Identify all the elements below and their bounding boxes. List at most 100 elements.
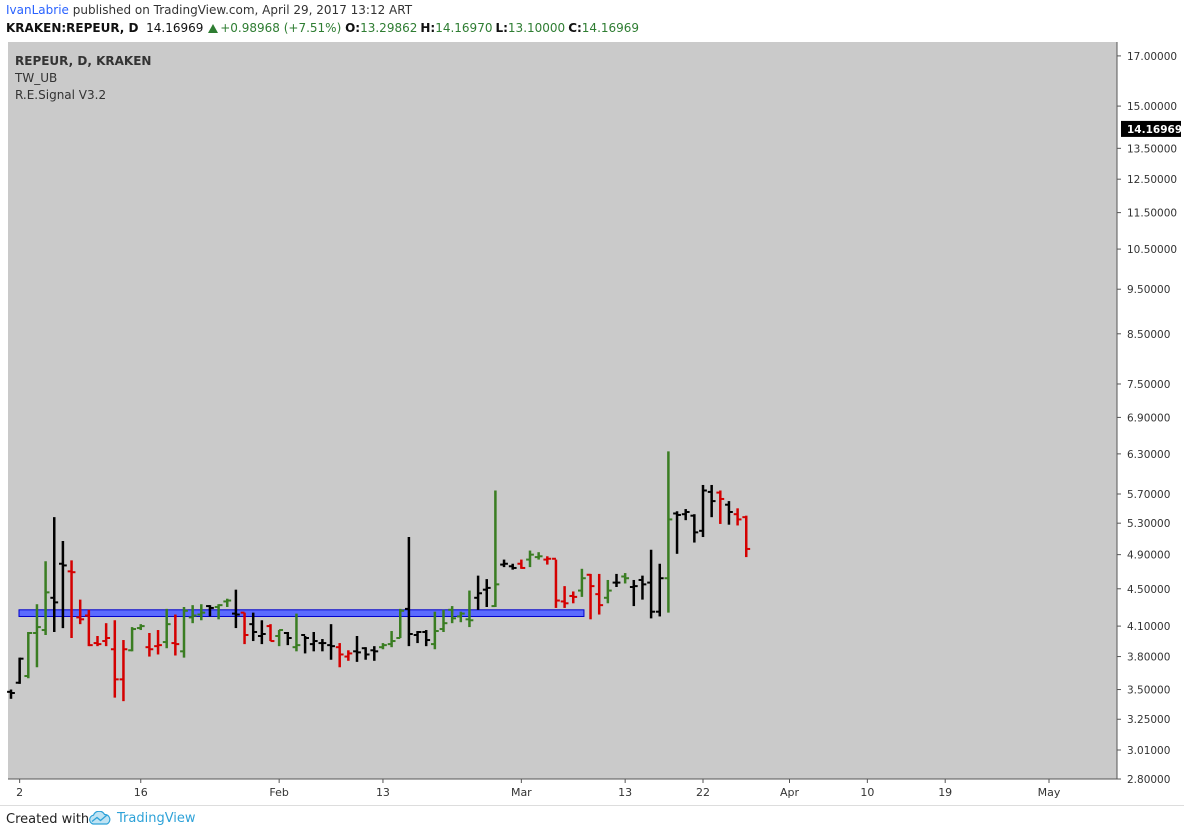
ohlc-bar: [569, 591, 578, 604]
ohlc-bar: [292, 613, 301, 652]
open-value: 13.29862: [360, 21, 418, 35]
ohlc-bar: [257, 620, 266, 645]
ohlc-bar: [690, 514, 699, 543]
ohlc-bar: [283, 632, 292, 646]
ohlc-bar: [50, 517, 59, 633]
x-tick-label: 19: [938, 786, 952, 799]
ohlc-bar: [240, 611, 249, 645]
ohlc-bar: [309, 632, 318, 652]
ohlc-bar: [638, 575, 647, 600]
publish-line: IvanLabrie published on TradingView.com,…: [6, 3, 412, 17]
ohlc-bar: [439, 609, 448, 633]
y-tick-label: 5.30000: [1127, 518, 1170, 530]
ohlc-bar: [59, 540, 67, 629]
x-tick-label: Apr: [780, 786, 800, 799]
ohlc-bar: [612, 573, 621, 588]
ohlc-bar: [154, 630, 162, 655]
ohlc-bar: [586, 573, 595, 620]
tradingview-cloud-icon: [89, 810, 111, 825]
ohlc-bar: [76, 599, 85, 625]
ohlc-bar: [552, 557, 560, 608]
ohlc-bar: [405, 537, 413, 647]
x-tick-label: Feb: [269, 786, 288, 799]
ohlc-bar: [482, 579, 491, 608]
ohlc-bar: [560, 586, 569, 608]
x-tick-label: May: [1038, 786, 1061, 799]
ohlc-bar: [629, 579, 638, 607]
ohlc-bar: [474, 575, 482, 610]
y-tick-label: 3.25000: [1127, 714, 1170, 726]
brand-label: TradingView: [117, 811, 196, 826]
ohlc-bar: [647, 549, 655, 619]
last-price-tag: [1121, 120, 1181, 137]
ohlc-bar: [93, 636, 102, 647]
ohlc-bar: [301, 634, 309, 654]
chart-legend: REPEUR, D, KRAKEN TW_UB R.E.Signal V3.2: [15, 53, 151, 104]
ohlc-bar: [188, 605, 197, 624]
ohlc-bar: [335, 643, 344, 668]
y-tick-label: 7.50000: [1127, 379, 1170, 391]
ohlc-bar: [15, 657, 24, 684]
ohlc-bar: [223, 598, 232, 608]
low-label: L:: [495, 21, 508, 35]
x-tick-label: 2: [16, 786, 23, 799]
y-tick-label: 2.80000: [1127, 774, 1170, 786]
ohlc-bar: [603, 579, 612, 604]
published-text: published on TradingView.com, April 29, …: [72, 3, 413, 17]
legend-indicator-resignal[interactable]: R.E.Signal V3.2: [15, 88, 107, 102]
ohlc-bar: [353, 636, 361, 662]
ohlc-bar: [24, 632, 33, 679]
ohlc-bar: [664, 451, 673, 613]
header-bar: IvanLabrie published on TradingView.com,…: [0, 0, 1184, 42]
ohlc-bar: [119, 640, 128, 702]
ohlc-bar: [128, 627, 136, 652]
symbol-line: KRAKEN:REPEUR, D: [6, 21, 139, 35]
ohlc-bar: [456, 611, 465, 623]
x-tick-label: 13: [376, 786, 390, 799]
ohlc-bar: [206, 605, 214, 617]
ohlc-line: KRAKEN:REPEUR, D 14.16969 +0.98968 (+7.5…: [6, 21, 642, 35]
y-tick-label: 15.00000: [1127, 101, 1177, 113]
ohlc-bar: [534, 552, 543, 560]
ohlc-bar: [707, 484, 716, 518]
ohlc-bar: [318, 639, 327, 652]
y-tick-label: 12.50000: [1127, 174, 1177, 186]
price-chart[interactable]: 17.00000 15.00000 13.50000 12.50000 11.50000…: [0, 42, 1184, 805]
x-tick-label: 13: [618, 786, 632, 799]
ohlc-bar: [422, 630, 431, 647]
ohlc-bar: [214, 604, 223, 620]
tradingview-brand-link[interactable]: TradingView: [88, 810, 196, 826]
ohlc-bar: [716, 490, 725, 524]
y-tick-label: 6.30000: [1127, 449, 1170, 461]
author-link[interactable]: IvanLabrie: [6, 3, 69, 17]
ohlc-bar: [543, 556, 552, 565]
support-zone-rect: [18, 609, 585, 617]
ohlc-bar: [370, 646, 379, 661]
y-tick-label: 11.50000: [1127, 208, 1177, 220]
ohlc-bar: [681, 509, 690, 521]
y-tick-label: 3.80000: [1127, 652, 1170, 664]
ohlc-bar: [465, 590, 474, 628]
ohlc-bar: [595, 573, 604, 615]
legend-indicator-tw-ub[interactable]: TW_UB: [15, 71, 58, 85]
close-value: 14.16969: [581, 21, 640, 35]
ohlc-bar: [84, 609, 93, 647]
y-tick-label: 4.10000: [1127, 621, 1170, 633]
y-tick-label: 9.50000: [1127, 284, 1170, 296]
y-tick-label: 6.90000: [1127, 412, 1170, 424]
y-tick-label: 3.01000: [1127, 745, 1170, 757]
ohlc-bar: [621, 573, 630, 584]
ohlc-bar: [673, 511, 681, 554]
last-price-tag-label: 14.16969: [1127, 124, 1182, 136]
ohlc-bar: [327, 624, 335, 660]
high-label: H:: [420, 21, 436, 35]
ohlc-bar: [41, 561, 50, 636]
ohlc-bar: [275, 629, 284, 647]
ohlc-bar: [232, 589, 240, 629]
ohlc-bar: [136, 624, 145, 631]
ohlc-bar: [517, 559, 526, 569]
ohlc-bar: [396, 608, 405, 640]
ohlc-bar: [110, 620, 119, 698]
ohlc-bar: [430, 611, 439, 650]
ohlc-bar: [180, 607, 188, 658]
